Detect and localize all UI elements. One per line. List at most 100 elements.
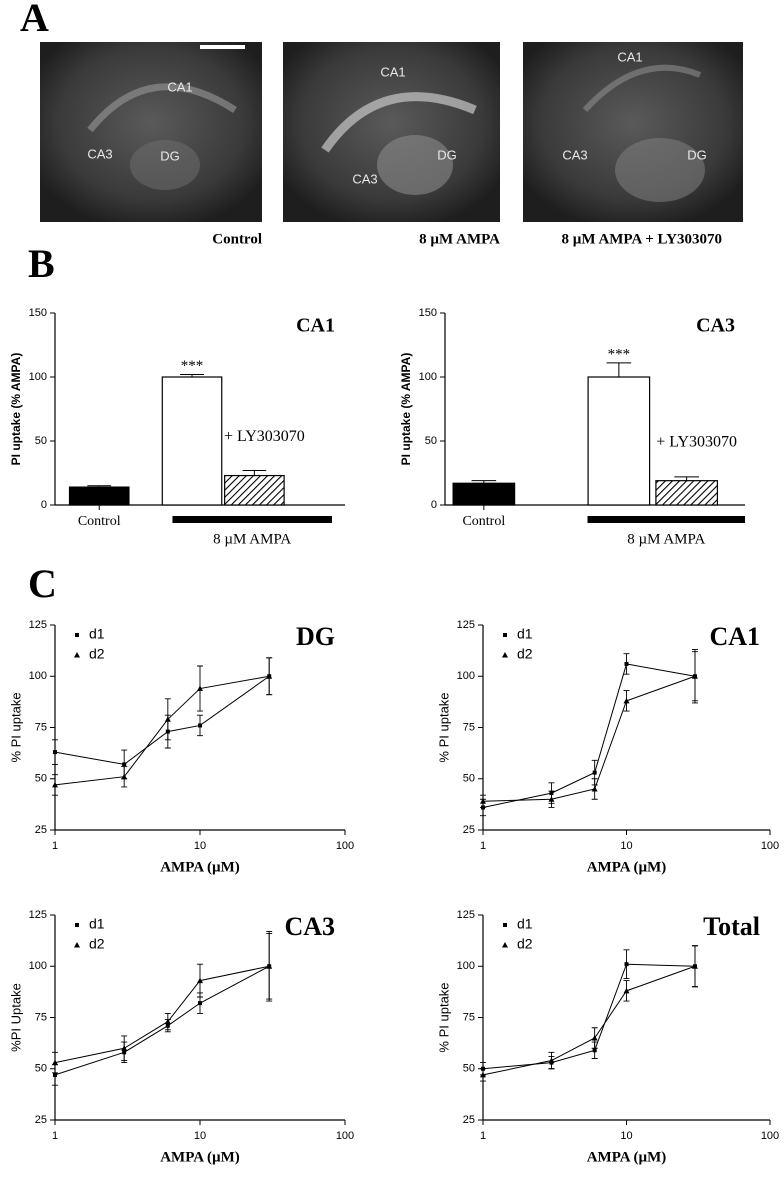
y-tick-label: 0 [41,499,47,511]
marker [121,773,128,780]
y-tick-label: 125 [29,619,47,631]
y-tick-label: 75 [463,721,475,733]
x-tick-label: 100 [336,840,354,852]
panel-label: C [28,561,57,606]
marker [53,750,57,755]
y-axis-label: PI uptake (% AMPA) [399,353,413,466]
marker [623,987,630,994]
y-tick-label: 100 [29,960,47,972]
y-tick-label: 100 [29,371,47,383]
y-tick-label: 50 [463,1063,475,1075]
series-line [54,675,270,765]
chart: 25 50 75 100 125 % PI uptake Total 1 10 100 AMPA (… [436,909,779,1166]
image-caption: 8 µM AMPA [419,231,500,247]
series-line [54,675,270,786]
region-label: CA3 [352,171,377,186]
legend-label: d1 [89,626,105,642]
y-tick-label: 50 [425,435,437,447]
series-line [482,675,696,802]
marker [122,762,127,767]
group-bar [172,516,332,523]
annotation: *** [181,358,204,374]
marker [164,716,171,722]
x-tick-label: 10 [620,1130,632,1142]
region-label: CA3 [562,147,587,162]
marker [164,1018,171,1025]
marker [197,977,203,984]
marker [548,796,555,802]
y-axis-label: PI uptake (% AMPA) [9,353,23,466]
bar [68,486,130,506]
micrograph [40,42,262,222]
x-tick-label: 10 [194,840,206,852]
x-axis-label: AMPA (µM) [587,1149,667,1165]
y-tick-label: 75 [35,721,47,733]
y-tick-label: 150 [419,307,437,319]
annotation: *** [608,346,631,362]
y-tick-label: 25 [35,1114,47,1126]
bar [452,482,516,506]
error-bar [606,362,632,377]
legend-marker [502,942,508,948]
group-bar [587,516,745,523]
image-caption: Control [212,231,262,247]
error-bar [87,485,112,488]
series-line [482,965,696,1076]
legend-label: d2 [89,646,105,662]
legend-label: d2 [517,936,533,952]
tissue [87,83,237,133]
legend-marker [75,923,79,927]
marker [624,661,629,666]
y-tick-label: 100 [419,371,437,383]
x-tick-label: 100 [761,840,779,852]
region-label: CA1 [380,64,405,79]
marker [52,1059,58,1066]
chart: 25 50 75 100 125 % PI uptake CA1 1 10 100 AMPA (µM… [436,619,779,876]
legend-label: d1 [89,916,105,932]
error-bar [471,480,497,484]
y-tick-label: 25 [463,824,475,836]
marker [480,798,486,804]
legend-label: d2 [89,936,105,952]
y-tick-label: 50 [35,1063,47,1075]
y-tick-label: 75 [35,1011,47,1023]
error-bar [180,373,204,377]
chart-title: CA1 [709,622,760,651]
series-line [54,965,270,1076]
error-bar [674,476,699,481]
x-axis-label: AMPA (µM) [587,859,667,875]
y-tick-label: 125 [457,619,475,631]
x-tick-label: Control [78,514,121,529]
series-line [54,965,270,1064]
legend-label: d1 [517,626,533,642]
legend-marker [503,923,507,927]
marker [592,1048,597,1053]
x-tick-label: 1 [52,840,58,852]
marker [623,697,630,704]
bar [587,376,651,506]
tissue [130,140,200,190]
series-line [482,963,695,1070]
group-label: 8 µM AMPA [627,531,705,547]
marker [266,963,273,969]
panel-label: A [20,0,49,40]
region-label: CA1 [167,79,192,94]
y-tick-label: 125 [29,909,47,921]
marker [197,685,203,692]
marker [121,1045,128,1051]
chart: 25 50 75 100 125 %PI Uptake CA3 1 10 100 AMPA (µM)… [8,909,354,1166]
y-tick-label: 50 [35,435,47,447]
marker [198,723,202,728]
x-tick-label: 10 [620,840,632,852]
x-axis-label: AMPA (µM) [160,859,240,875]
legend-marker [75,633,79,637]
legend-label: d2 [517,646,533,662]
y-tick-label: 25 [35,824,47,836]
marker [548,1057,555,1064]
y-axis-label: %PI Uptake [8,983,23,1052]
x-axis-label: AMPA (µM) [160,1149,240,1165]
y-tick-label: 0 [431,499,437,511]
region-label: CA1 [617,49,642,64]
marker [266,673,273,679]
